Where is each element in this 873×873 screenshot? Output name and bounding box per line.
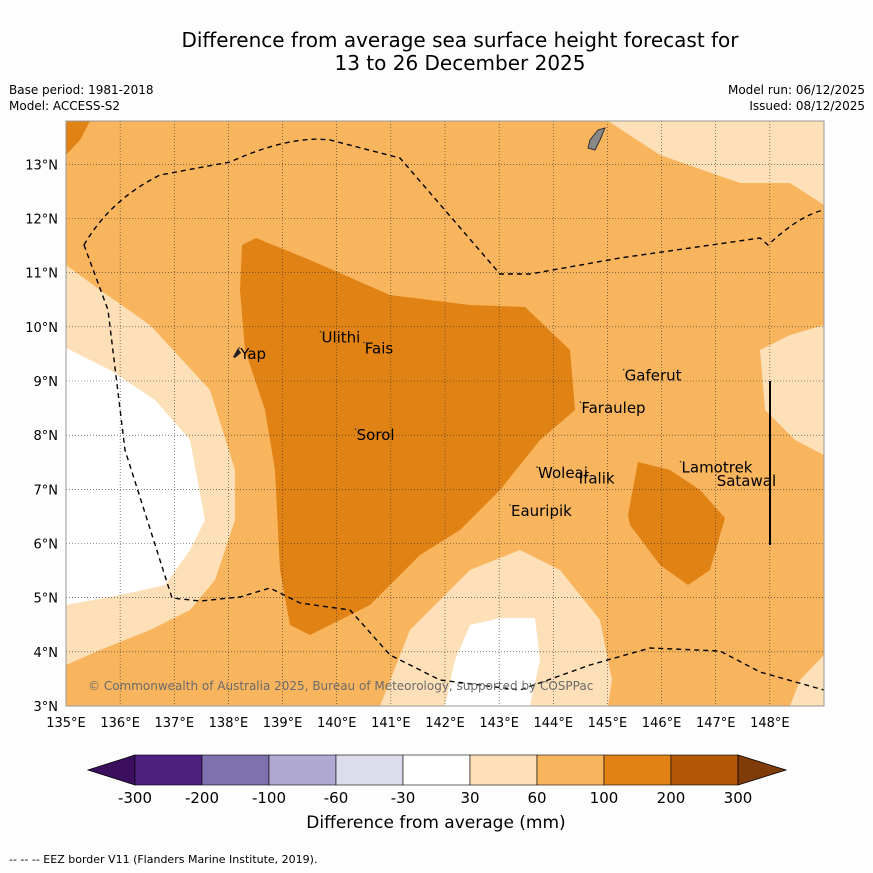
axis-ticks: 135°E 136°E 137°E 138°E 139°E 140°E 141°E 142°E… <box>25 158 789 731</box>
x-tick-label: 135°E <box>46 716 86 731</box>
place-label-sorol: Sorol <box>357 426 395 444</box>
island-marker <box>354 428 357 430</box>
island-marker <box>579 401 582 403</box>
place-label-eauripik: Eauripik <box>511 502 572 520</box>
island-marker <box>622 368 625 371</box>
y-tick-label: 11°N <box>25 267 58 282</box>
colorbar-extend-high <box>737 754 788 786</box>
place-label-yap: Yap <box>239 345 266 363</box>
colorbar-tick-label: -30 <box>391 789 416 807</box>
y-tick-label: 9°N <box>34 375 59 390</box>
y-tick-label: 8°N <box>34 429 59 444</box>
colorbar-swatch <box>402 754 471 786</box>
island-marker <box>319 330 322 333</box>
field-100-200-nw <box>66 121 90 155</box>
map-frame <box>65 120 825 707</box>
colorbar-tick-label: -200 <box>185 789 219 807</box>
colorbar-swatch <box>268 754 337 786</box>
colorbar-swatch <box>469 754 538 786</box>
place-label-ulithi: Ulithi <box>321 329 360 347</box>
colorbar-tick-label: -300 <box>118 789 152 807</box>
y-tick-label: 12°N <box>25 213 58 228</box>
x-tick-label: 144°E <box>534 716 574 731</box>
island-marker <box>576 471 579 474</box>
colorbar-tick-label: -60 <box>324 789 349 807</box>
field-100-200-central <box>240 238 575 635</box>
guam-island <box>587 127 606 151</box>
x-tick-label: 143°E <box>479 716 519 731</box>
colorbar-tick-label: -100 <box>252 789 286 807</box>
field-100-200-east <box>628 462 725 585</box>
colorbar-title: Difference from average (mm) <box>306 813 566 833</box>
chart-title-line1: Difference from average sea surface heig… <box>181 28 739 52</box>
y-tick-label: 5°N <box>34 592 59 607</box>
x-tick-label: 139°E <box>263 716 303 731</box>
place-label-fais: Fais <box>365 340 394 358</box>
x-tick-label: 145°E <box>588 716 628 731</box>
chart-title-line2: 13 to 26 December 2025 <box>334 51 586 75</box>
eez-border-north <box>83 138 825 275</box>
y-tick-label: 4°N <box>34 646 59 661</box>
y-tick-label: 7°N <box>34 483 59 498</box>
colorbar-tick-label: 200 <box>657 789 686 807</box>
base-period: Base period: 1981-2018 <box>9 83 154 97</box>
colorbar-swatch <box>536 754 605 786</box>
island-marker <box>536 466 538 468</box>
y-tick-label: 13°N <box>25 158 58 173</box>
colorbar-tick-label: 60 <box>527 789 546 807</box>
field-neutral-w <box>66 348 205 605</box>
colorbar-extend-low <box>86 754 136 786</box>
island-marker <box>509 504 511 506</box>
place-label-ifalik: Ifalik <box>579 470 615 488</box>
x-tick-label: 136°E <box>100 716 140 731</box>
eez-border-south <box>83 244 825 691</box>
x-tick-label: 137°E <box>155 716 195 731</box>
x-tick-label: 138°E <box>209 716 249 731</box>
colorbar-swatch <box>670 754 739 786</box>
colorbar-swatch <box>603 754 672 786</box>
y-tick-label: 6°N <box>34 538 59 553</box>
colorbar-swatch <box>134 754 203 786</box>
y-tick-label: 3°N <box>34 700 59 715</box>
model-run: Model run: 06/12/2025 <box>727 83 865 97</box>
field-30-60-e <box>760 325 824 455</box>
issued-date: Issued: 08/12/2025 <box>749 99 865 113</box>
colorbar-swatch <box>201 754 270 786</box>
model-name: Model: ACCESS-S2 <box>9 99 121 113</box>
colorbar: -300 -200 -100 -60 -30 30 60 100 200 300 <box>86 754 788 807</box>
eez-footnote: -- -- -- EEZ border V11 (Flanders Marine… <box>9 853 318 866</box>
x-tick-label: 148°E <box>750 716 790 731</box>
colorbar-tick-label: 300 <box>724 789 753 807</box>
colorbar-tick-label: 30 <box>460 789 479 807</box>
colorbar-tick-label: 100 <box>590 789 619 807</box>
colorbar-swatch <box>335 754 404 786</box>
place-label-faraulep: Faraulep <box>581 399 645 417</box>
x-tick-label: 147°E <box>696 716 736 731</box>
yap-island <box>233 348 241 358</box>
y-tick-label: 10°N <box>25 321 58 336</box>
copyright-note: © Commonwealth of Australia 2025, Bureau… <box>88 679 593 693</box>
place-label-woleai: Woleai <box>538 464 588 482</box>
place-label-satawal: Satawal <box>717 472 776 490</box>
field-30-60-se <box>790 655 824 706</box>
place-label-lamotrek: Lamotrek <box>682 459 753 477</box>
island-marker <box>238 347 241 349</box>
place-label-gaferut: Gaferut <box>625 367 682 385</box>
island-marker <box>679 460 682 463</box>
x-tick-label: 141°E <box>371 716 411 731</box>
place-labels: Yap Ulithi Fais Sorol Gaferut Faraulep WoleaiI… <box>238 329 776 520</box>
island-marker <box>362 341 365 344</box>
x-tick-label: 140°E <box>317 716 357 731</box>
island-marker <box>714 474 717 477</box>
x-tick-label: 142°E <box>425 716 465 731</box>
x-tick-label: 146°E <box>642 716 682 731</box>
